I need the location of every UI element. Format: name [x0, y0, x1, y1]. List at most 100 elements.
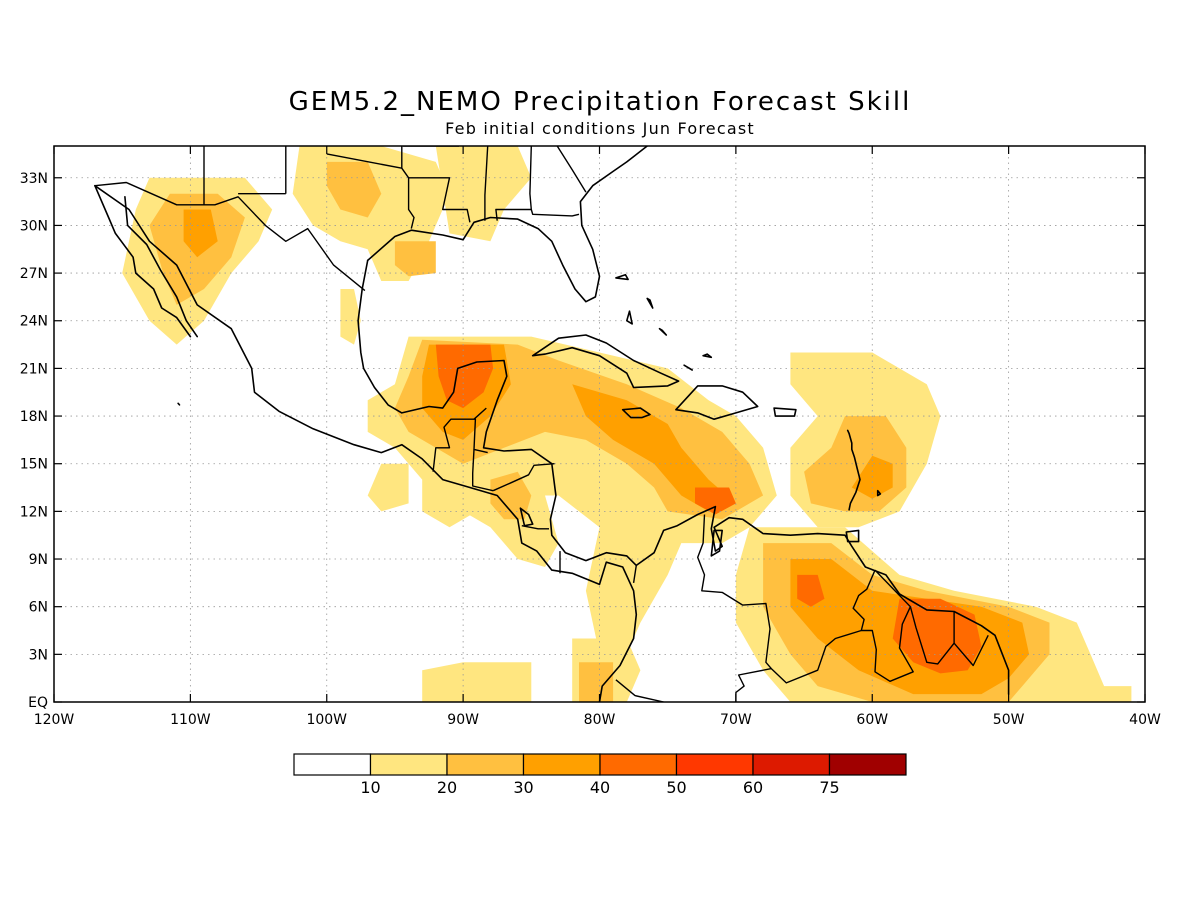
map-subtitle: Feb initial conditions Jun Forecast	[445, 119, 755, 138]
lon-tick-label: 110W	[170, 712, 211, 728]
coastline-lake-nicaragua	[519, 507, 534, 527]
coastline-layer	[94, 146, 1010, 702]
colorbar-label: 30	[513, 778, 533, 797]
skill-region-yucatan-caribbean	[695, 487, 736, 515]
lon-tick-label: 60W	[856, 712, 888, 728]
skill-region-pacific-mexico	[367, 463, 409, 512]
border-central-america-borders	[632, 565, 637, 584]
lon-tick-label: 70W	[720, 712, 752, 728]
border-south-america-borders	[953, 634, 989, 667]
lat-tick-label: 9N	[29, 552, 48, 568]
border-central-america-borders	[473, 407, 487, 420]
border-us-mexico-border	[94, 181, 366, 292]
lat-tick-label: EQ	[28, 695, 48, 711]
lat-tick-label: 15N	[20, 457, 48, 473]
border-central-america-borders	[472, 449, 494, 492]
skill-region-gulf-florida	[435, 146, 532, 242]
lat-tick-label: 3N	[29, 647, 48, 663]
coastline-north-america-coast	[357, 259, 638, 567]
colorbar-label: 10	[360, 778, 380, 797]
skill-fill-layer	[122, 146, 1132, 702]
coastline-bahamas	[646, 297, 654, 309]
colorbar-swatch	[446, 753, 525, 776]
colorbar-swatch	[369, 753, 448, 776]
skill-region-northwest-mexico	[183, 209, 218, 258]
border-layer	[94, 146, 989, 702]
skill-region-texas-plains	[394, 241, 436, 277]
colorbar-swatch	[828, 753, 907, 776]
map-plot-area	[54, 146, 1145, 702]
latitude-axis: EQ 3N 6N 9N 12N 15N 18N 21N 24N 27N 30N 33N	[20, 171, 1145, 711]
lon-tick-label: 100W	[306, 712, 347, 728]
skill-region-central-america	[435, 463, 559, 567]
coastline-north-america-coast	[94, 184, 638, 702]
border-us-state-lines	[556, 146, 587, 193]
colorbar-swatch	[752, 753, 831, 776]
lat-tick-label: 30N	[20, 218, 48, 234]
skill-region-colombia-pacific	[579, 662, 614, 702]
coastline-north-america-coast	[366, 146, 649, 303]
lat-tick-label: 27N	[20, 266, 48, 282]
colorbar-swatch	[675, 753, 754, 776]
coastline-bahamas	[615, 273, 629, 281]
border-us-state-lines	[530, 209, 580, 217]
skill-region-yucatan-caribbean	[572, 384, 736, 512]
lon-tick-label: 120W	[34, 712, 75, 728]
border-central-america-borders	[432, 418, 488, 472]
border-south-america-borders	[861, 569, 914, 682]
colorbar-swatch	[599, 753, 678, 776]
border-central-america-borders	[521, 525, 549, 530]
coastline-revillagigedo	[177, 402, 181, 406]
lon-tick-label: 40W	[1129, 712, 1161, 728]
border-central-america-borders	[492, 463, 555, 492]
lon-tick-label: 80W	[584, 712, 616, 728]
colorbar-swatch	[293, 753, 372, 776]
coastline-cuba	[531, 334, 680, 389]
lat-tick-label: 21N	[20, 361, 48, 377]
coastline-north-america-coast	[124, 196, 198, 338]
coastline-north-america-coast	[94, 184, 192, 338]
border-us-state-lines	[408, 177, 471, 223]
lat-tick-label: 6N	[29, 600, 48, 616]
colorbar-label: 60	[743, 778, 763, 797]
coastline-puerto-rico	[773, 407, 797, 417]
skill-region-yucatan-caribbean	[435, 344, 494, 409]
colorbar-label: 40	[590, 778, 610, 797]
coastline-bahamas	[658, 327, 668, 336]
border-south-america-borders	[615, 679, 664, 702]
skill-region-eastern-pacific	[422, 662, 532, 702]
colorbar-label: 20	[437, 778, 457, 797]
coastline-lesser-antilles	[846, 429, 861, 511]
lat-tick-label: 24N	[20, 314, 48, 330]
skill-region-guianas	[892, 598, 982, 674]
lon-tick-label: 90W	[447, 712, 479, 728]
skill-region-mexico-gulf-coast	[340, 289, 361, 345]
border-us-state-lines	[484, 146, 489, 221]
gridlines	[54, 146, 1145, 702]
coastline-north-america-coast	[635, 505, 1010, 695]
map-title: GEM5.2_NEMO Precipitation Forecast Skill	[289, 87, 912, 117]
skill-region-guianas	[797, 574, 825, 607]
colorbar-label: 75	[819, 778, 839, 797]
colorbar: 10 20 30 40 50 60 75	[293, 753, 907, 797]
colorbar-swatch	[522, 753, 601, 776]
coastline-lake-maracaibo	[710, 529, 724, 557]
longitude-axis: 120W 110W 100W 90W 80W 70W 60W 50W 40W	[34, 146, 1161, 728]
lon-tick-label: 50W	[993, 712, 1025, 728]
coastline-hispaniola	[675, 385, 759, 421]
coastline-jamaica	[621, 407, 651, 419]
coastline-bahamas	[702, 353, 713, 359]
lat-tick-label: 33N	[20, 171, 48, 187]
coastline-bahamas	[683, 364, 694, 371]
coastline-barbados	[876, 489, 882, 497]
skill-region-central-america	[490, 471, 532, 520]
border-south-america-borders	[909, 606, 955, 665]
lat-tick-label: 18N	[20, 409, 48, 425]
lat-tick-label: 12N	[20, 504, 48, 520]
coastline-trinidad	[845, 529, 860, 543]
coastline-bahamas	[625, 310, 634, 325]
colorbar-label: 50	[666, 778, 686, 797]
skill-region-texas-plains	[326, 161, 382, 218]
border-us-state-lines	[326, 153, 415, 229]
